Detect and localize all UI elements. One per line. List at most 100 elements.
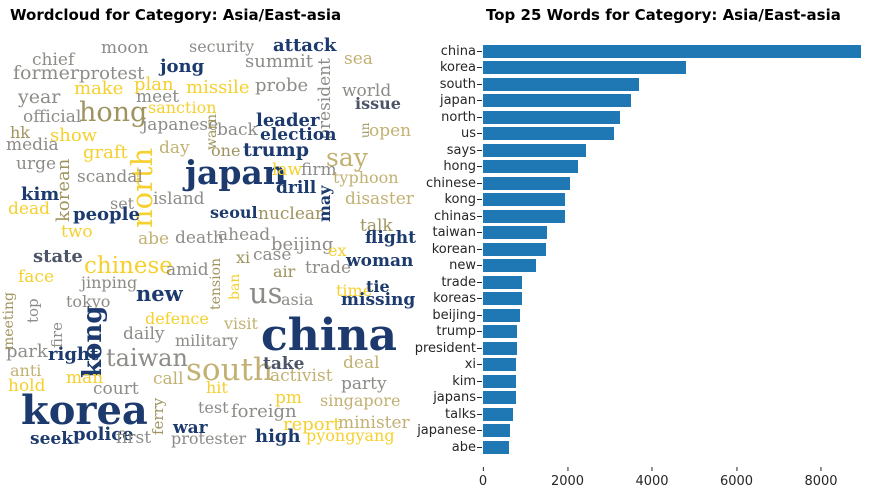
- wordcloud-word: show: [50, 125, 98, 146]
- bar-label: korea: [439, 60, 476, 76]
- wordcloud-word: beijing: [271, 234, 334, 255]
- bar: [483, 391, 516, 405]
- y-tick-mark: [477, 397, 482, 399]
- wordcloud-word: japanese: [142, 115, 219, 135]
- wordcloud-word: make: [74, 78, 124, 99]
- y-tick-mark: [477, 298, 482, 300]
- bar-row: kim: [400, 374, 887, 388]
- wordcloud-word: protest: [79, 63, 145, 84]
- wordcloud-word: korea: [21, 387, 148, 434]
- y-tick-mark: [477, 413, 482, 415]
- bar-row: president: [400, 341, 887, 355]
- wordcloud-word: chinese: [84, 253, 173, 279]
- wordcloud-word: moon: [101, 38, 149, 58]
- bar-label: north: [441, 109, 476, 125]
- wordcloud-word: high: [255, 426, 301, 447]
- y-tick-mark: [477, 265, 482, 267]
- wordcloud-word: former: [13, 62, 79, 84]
- bar-row: chinas: [400, 209, 887, 223]
- bar-label: koreas: [433, 291, 476, 307]
- bar-label: korean: [431, 241, 476, 257]
- bar-row: trade: [400, 275, 887, 289]
- wordcloud-canvas: moon chief former protest jong security attack…: [0, 28, 443, 502]
- wordcloud-word: anti: [10, 361, 42, 380]
- x-tick-label: 8000: [804, 474, 838, 489]
- bar-row: japanese: [400, 424, 887, 438]
- bar: [483, 292, 522, 306]
- bar-row: beijing: [400, 308, 887, 322]
- bar-label: japan: [439, 93, 476, 109]
- x-tick-mark: [567, 467, 568, 471]
- wordcloud-title: Wordcloud for Category: Asia/East-asia: [10, 6, 342, 24]
- wordcloud-word: two: [61, 222, 93, 242]
- x-tick-mark: [651, 467, 653, 471]
- wordcloud-word: leader: [256, 110, 320, 131]
- wordcloud-word: say: [326, 143, 368, 172]
- wordcloud-word: summit: [245, 51, 313, 72]
- y-tick-mark: [477, 83, 482, 85]
- bar-label: south: [439, 76, 476, 92]
- bar: [483, 259, 537, 273]
- wordcloud-word: day: [159, 138, 190, 158]
- wordcloud-word: foreign: [231, 401, 297, 422]
- bar-row: korea: [400, 61, 887, 75]
- x-tick-label: 6000: [719, 474, 754, 489]
- wordcloud-word: year: [18, 86, 61, 108]
- wordcloud-word: state: [33, 246, 83, 267]
- wordcloud-word: singapore: [320, 391, 401, 410]
- bar-label: chinas: [434, 208, 476, 224]
- y-tick-mark: [477, 232, 482, 234]
- wordcloud-word: call: [153, 369, 184, 389]
- wordcloud-word: ferry: [149, 397, 167, 435]
- y-tick-mark: [477, 430, 482, 432]
- wordcloud-word: dead: [8, 199, 50, 219]
- bar-label: china: [440, 43, 476, 59]
- y-tick-mark: [477, 347, 482, 349]
- bar: [483, 209, 566, 223]
- wordcloud-word: report: [283, 414, 341, 435]
- y-tick-mark: [477, 314, 482, 316]
- bar: [483, 226, 548, 240]
- wordcloud-word: time: [336, 281, 373, 300]
- x-tick: 8000: [804, 467, 838, 489]
- wordcloud-word: ex: [328, 241, 347, 260]
- wordcloud-word: firm: [301, 160, 337, 180]
- wordcloud-word: asia: [281, 290, 314, 309]
- wordcloud-word: war: [173, 418, 208, 438]
- wordcloud-word: tension: [208, 257, 224, 310]
- wordcloud-word: scandal: [77, 167, 143, 187]
- wordcloud-word: right: [48, 344, 99, 365]
- bar-row: koreas: [400, 292, 887, 306]
- bar-row: new: [400, 259, 887, 273]
- wordcloud-word: attack: [273, 35, 337, 56]
- wordcloud-word: jong: [160, 56, 205, 77]
- wordcloud-word: case: [253, 245, 292, 265]
- bar: [483, 407, 513, 421]
- wordcloud-word: kim: [21, 184, 60, 205]
- wordcloud-word: probe: [255, 75, 309, 96]
- wordcloud-word: seek: [30, 429, 73, 449]
- wordcloud-panel: Wordcloud for Category: Asia/East-asia m…: [0, 0, 443, 502]
- wordcloud-word: chief: [32, 50, 75, 70]
- bar-label: trade: [441, 274, 476, 290]
- wordcloud-word: seoul: [210, 203, 258, 222]
- wordcloud-word: pyongyang: [306, 426, 395, 445]
- bar-label: chinese: [425, 175, 476, 191]
- bar-row: us: [400, 127, 887, 141]
- wordcloud-word: air: [273, 262, 296, 281]
- bar: [483, 176, 571, 190]
- wordcloud-word: graft: [83, 142, 128, 163]
- y-tick-mark: [477, 215, 482, 217]
- wordcloud-word: amid: [166, 260, 209, 280]
- wordcloud-word: party: [341, 374, 387, 394]
- wordcloud-word: hk: [10, 123, 30, 142]
- barchart-title: Top 25 Words for Category: Asia/East-asi…: [486, 6, 841, 24]
- bar-label: us: [460, 126, 476, 142]
- x-axis: 0 2000 4000 6000 8000: [400, 467, 887, 497]
- y-tick-mark: [477, 149, 482, 151]
- wordcloud-word: park: [6, 341, 48, 362]
- bar: [483, 358, 517, 372]
- wordcloud-word: defence: [145, 309, 209, 328]
- wordcloud-word: test: [198, 398, 229, 417]
- wordcloud-word: trump: [243, 139, 309, 161]
